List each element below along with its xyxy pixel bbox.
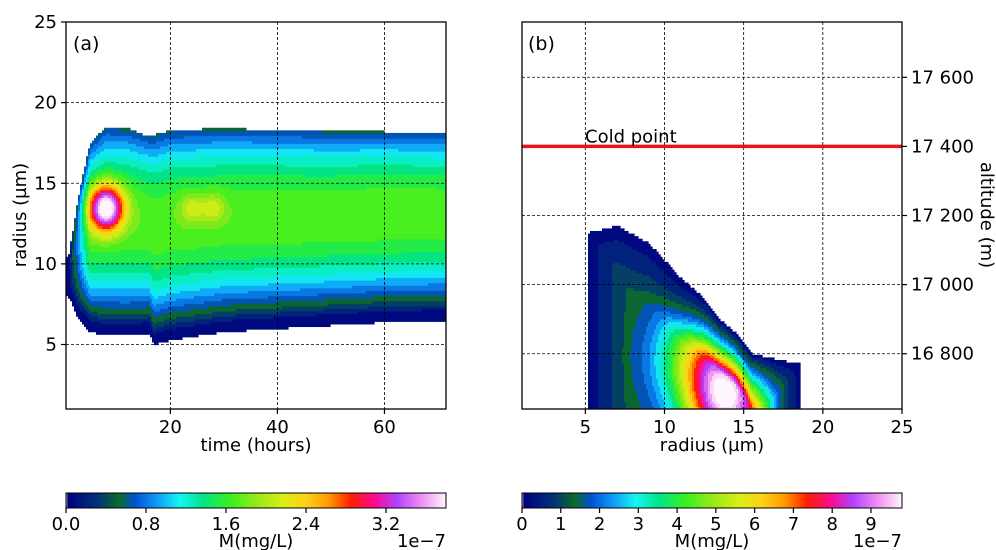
y-tick-label: 17 200 <box>911 206 974 227</box>
colorbar-a: 0.0 0.8 1.6 2.4 3.2 M(mg/L) 1e−7 <box>52 492 447 550</box>
colorbar-a-label: M(mg/L) <box>219 531 294 550</box>
panel-a-y-label: radius (µm) <box>10 163 31 267</box>
panel-b-x-ticks: 5 10 15 20 25 <box>580 409 914 438</box>
y-tick-label: 17 600 <box>911 67 974 88</box>
panel-b-field <box>588 225 801 409</box>
colorbar-tick-label: 2.4 <box>292 514 321 535</box>
panel-a-frame <box>65 21 447 410</box>
colorbar-tick-label: 1 <box>555 514 566 535</box>
x-tick-label: 20 <box>811 417 834 438</box>
colorbar-tick-label: 2 <box>594 514 605 535</box>
colorbar-tick-label: 0.8 <box>132 514 161 535</box>
y-tick-label: 5 <box>46 335 57 356</box>
colorbar-tick-label: 3.2 <box>372 514 401 535</box>
colorbar-tick-label: 0 <box>516 514 527 535</box>
colorbar-a-ticks: 0.0 0.8 1.6 2.4 3.2 <box>52 508 401 535</box>
x-tick-label: 10 <box>653 417 676 438</box>
cold-point-label: Cold point <box>585 126 677 147</box>
x-tick-label: 60 <box>373 417 396 438</box>
colorbar-tick-label: 3 <box>633 514 644 535</box>
y-tick-label: 17 400 <box>911 136 974 157</box>
colorbar-tick-label: 1.6 <box>212 514 241 535</box>
colorbar-b-ticks: 0 1 2 3 4 5 6 7 8 9 <box>516 508 877 535</box>
x-tick-label: 20 <box>159 417 182 438</box>
panel-b-label: (b) <box>528 33 555 55</box>
colorbar-b-bar <box>521 492 903 509</box>
y-tick-label: 17 000 <box>911 275 974 296</box>
colorbar-tick-label: 7 <box>788 514 799 535</box>
panel-a-field <box>66 127 446 346</box>
panel-a: 20 40 60 5 10 15 20 25 (a) time (hours) radius… <box>10 12 447 456</box>
panel-a-label: (a) <box>73 33 99 55</box>
colorbar-b-exponent: 1e−7 <box>853 531 902 550</box>
colorbar-b-label: M(mg/L) <box>675 531 750 550</box>
y-tick-label: 16 800 <box>911 344 974 365</box>
colorbar-b: 0 1 2 3 4 5 6 7 8 9 M(mg/L) 1e−7 <box>516 492 903 550</box>
panel-b-y-ticks: 16 800 17 000 17 200 17 400 17 600 <box>902 67 974 365</box>
x-tick-label: 25 <box>891 417 914 438</box>
colorbar-tick-label: 9 <box>865 514 876 535</box>
panel-a-x-ticks: 20 40 60 <box>159 409 396 438</box>
colorbar-a-bar <box>65 492 447 509</box>
colorbar-tick-label: 8 <box>826 514 837 535</box>
colorbar-tick-label: 4 <box>671 514 682 535</box>
colorbar-tick-label: 5 <box>710 514 721 535</box>
colorbar-tick-label: 0.0 <box>52 514 81 535</box>
colorbar-a-exponent: 1e−7 <box>397 531 446 550</box>
panel-b-x-label: radius (µm) <box>660 435 764 456</box>
y-tick-label: 25 <box>34 12 57 33</box>
x-tick-label: 40 <box>266 417 289 438</box>
colorbar-tick-label: 6 <box>749 514 760 535</box>
x-tick-label: 5 <box>580 417 591 438</box>
y-tick-label: 20 <box>34 93 57 114</box>
y-tick-label: 10 <box>34 254 57 275</box>
y-tick-label: 15 <box>34 173 57 194</box>
panel-a-x-label: time (hours) <box>200 435 311 456</box>
panel-a-y-ticks: 5 10 15 20 25 <box>34 12 66 356</box>
x-tick-label: 15 <box>732 417 755 438</box>
panel-a-grid <box>66 22 446 409</box>
panel-b-y-label: altitude (m) <box>976 162 996 268</box>
